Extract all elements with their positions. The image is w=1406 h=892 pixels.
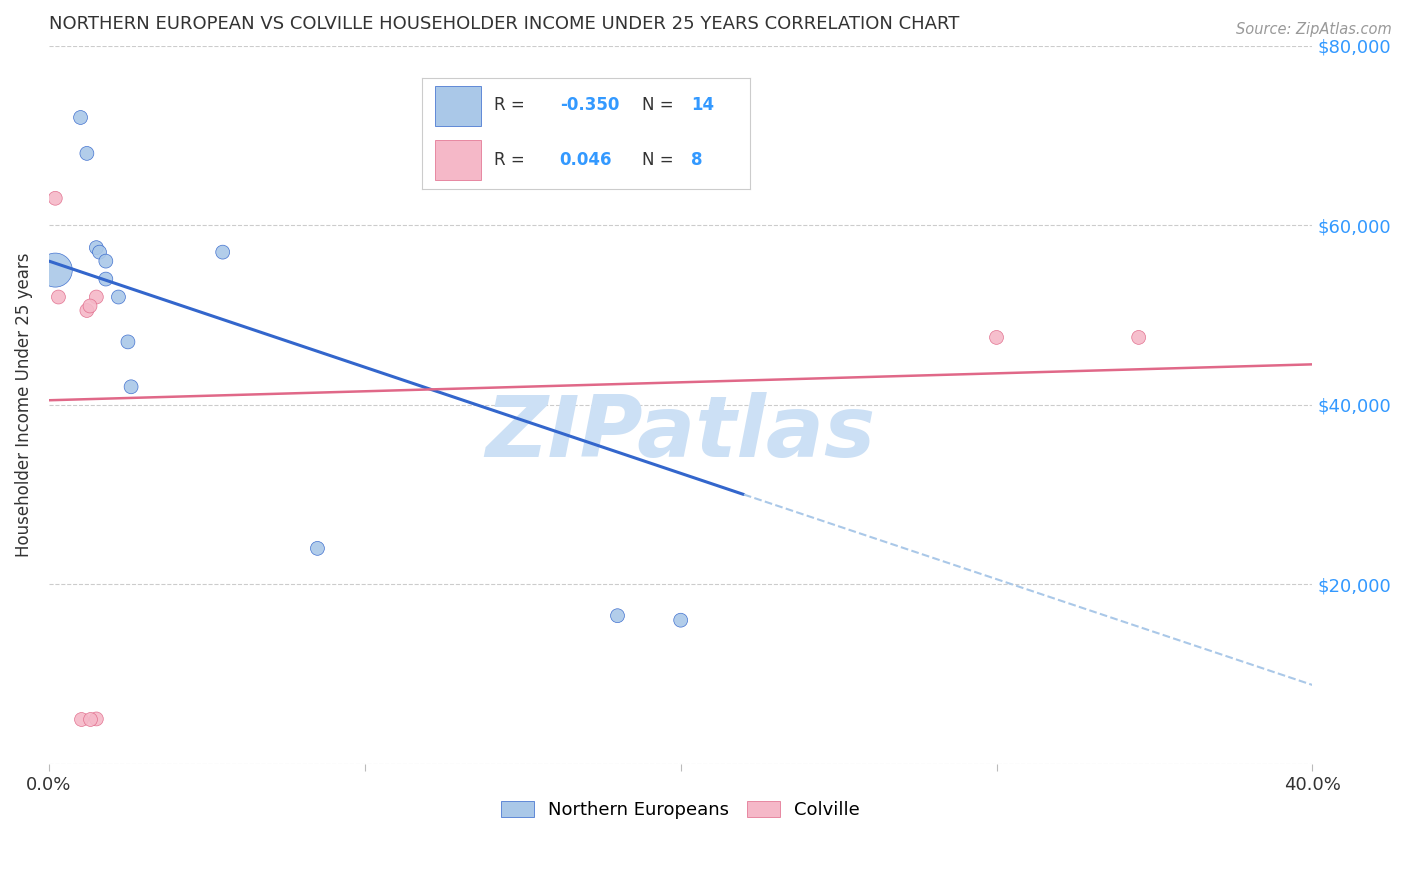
Point bbox=[86, 290, 108, 304]
Point bbox=[44, 263, 66, 277]
Point bbox=[120, 380, 142, 394]
Y-axis label: Householder Income Under 25 years: Householder Income Under 25 years bbox=[15, 252, 32, 557]
Text: NORTHERN EUROPEAN VS COLVILLE HOUSEHOLDER INCOME UNDER 25 YEARS CORRELATION CHAR: NORTHERN EUROPEAN VS COLVILLE HOUSEHOLDE… bbox=[49, 15, 959, 33]
Point bbox=[69, 111, 91, 125]
Text: Source: ZipAtlas.com: Source: ZipAtlas.com bbox=[1236, 22, 1392, 37]
Point bbox=[669, 613, 692, 627]
Point bbox=[606, 608, 628, 623]
Point bbox=[107, 290, 129, 304]
Text: ZIPatlas: ZIPatlas bbox=[485, 392, 876, 475]
Point bbox=[89, 245, 111, 260]
Point bbox=[307, 541, 329, 556]
Point bbox=[94, 254, 117, 268]
Point bbox=[76, 303, 98, 318]
Point bbox=[1128, 330, 1150, 344]
Point bbox=[86, 241, 108, 255]
Point bbox=[79, 299, 101, 313]
Point bbox=[44, 191, 66, 205]
Point bbox=[117, 334, 139, 349]
Point bbox=[79, 712, 101, 726]
Point bbox=[69, 712, 91, 726]
Point bbox=[94, 272, 117, 286]
Point bbox=[48, 290, 70, 304]
Point bbox=[76, 146, 98, 161]
Point bbox=[211, 245, 233, 260]
Point bbox=[86, 712, 108, 726]
Legend: Northern Europeans, Colville: Northern Europeans, Colville bbox=[494, 794, 868, 827]
Point bbox=[986, 330, 1008, 344]
